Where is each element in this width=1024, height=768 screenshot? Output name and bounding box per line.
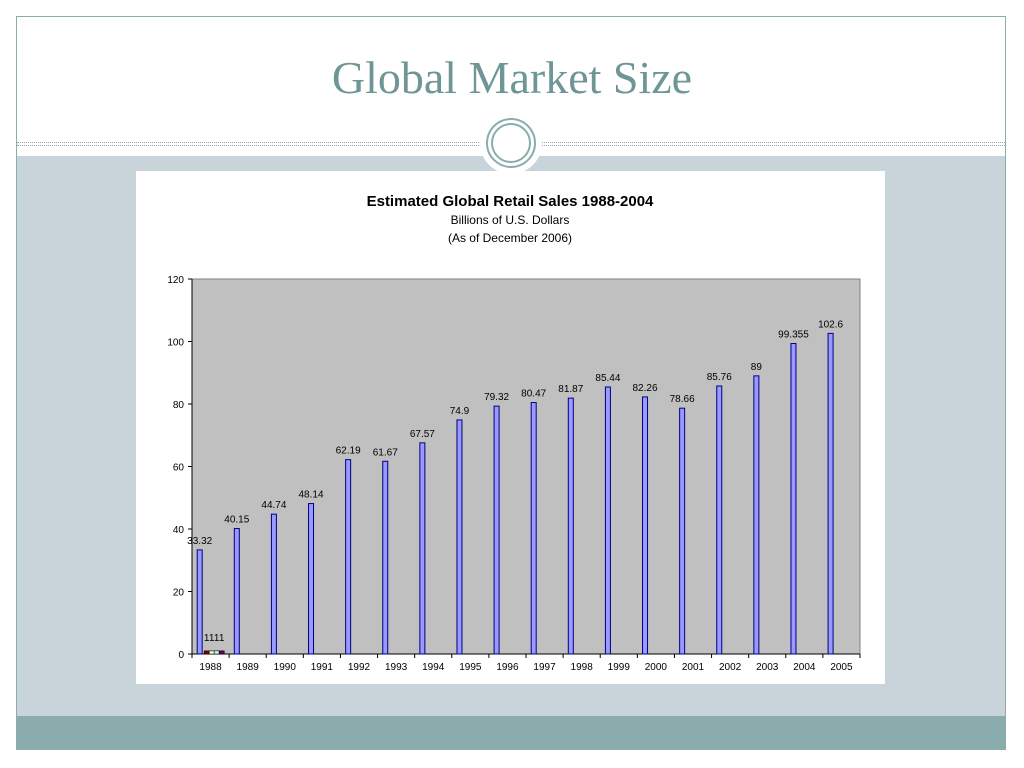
bar [567, 397, 574, 655]
bar [456, 419, 463, 655]
y-tick-label: 20 [173, 588, 185, 599]
bar [790, 343, 797, 655]
x-tick-label: 2000 [645, 662, 668, 673]
x-tick-label: 1991 [311, 662, 334, 673]
minor-data-label: 1 [204, 633, 210, 644]
data-label: 61.67 [373, 447, 398, 458]
y-tick-label: 0 [178, 650, 184, 661]
x-tick-label: 2001 [682, 662, 705, 673]
x-tick-label: 1994 [422, 662, 445, 673]
data-label: 44.74 [261, 500, 286, 511]
y-tick-label: 120 [167, 275, 184, 286]
plot-area [191, 278, 861, 655]
chart-subtitle-date: (As of December 2006) [448, 231, 572, 245]
y-tick-label: 100 [167, 338, 184, 349]
data-label: 78.66 [670, 394, 695, 405]
chart-card: Estimated Global Retail Sales 1988-2004 … [136, 171, 885, 684]
x-tick-label: 1990 [274, 662, 297, 673]
minor-data-label: 1 [214, 633, 220, 644]
x-tick-label: 1998 [571, 662, 594, 673]
data-label: 33.32 [187, 536, 212, 547]
x-tick-label: 1989 [237, 662, 260, 673]
data-label: 85.76 [707, 372, 732, 383]
footer-band [17, 716, 1005, 749]
x-tick-label: 2002 [719, 662, 742, 673]
minor-bar [203, 650, 210, 655]
data-label: 67.57 [410, 429, 435, 440]
chart-title: Estimated Global Retail Sales 1988-2004 [367, 193, 654, 210]
x-tick-label: 1995 [459, 662, 482, 673]
data-label: 85.44 [595, 373, 620, 384]
circle-ornament-icon [480, 112, 542, 174]
x-tick-label: 1999 [608, 662, 631, 673]
bar [642, 396, 649, 655]
x-tick-label: 1993 [385, 662, 408, 673]
bar [827, 332, 834, 655]
bar [530, 402, 537, 655]
bar [493, 405, 500, 655]
data-label: 82.26 [633, 383, 658, 394]
bar [308, 503, 315, 655]
retail-sales-chart: Estimated Global Retail Sales 1988-2004 … [167, 193, 861, 673]
data-label: 80.47 [521, 389, 546, 400]
x-tick-label: 2003 [756, 662, 779, 673]
y-tick-label: 80 [173, 400, 185, 411]
y-tick-label: 60 [173, 463, 185, 474]
data-label: 48.14 [299, 490, 324, 501]
data-label: 81.87 [558, 384, 583, 395]
bar [716, 385, 723, 655]
bar [270, 513, 277, 655]
data-label: 79.32 [484, 392, 509, 403]
bar [345, 459, 352, 655]
bar [679, 407, 686, 655]
bar [604, 386, 611, 655]
bar [753, 375, 760, 655]
x-tick-label: 2004 [793, 662, 816, 673]
x-tick-label: 1997 [533, 662, 556, 673]
bar [196, 549, 203, 655]
data-label: 89 [751, 362, 763, 373]
bar [382, 460, 389, 655]
minor-bar [218, 650, 225, 655]
y-tick-label: 40 [173, 525, 185, 536]
x-tick-label: 1996 [496, 662, 519, 673]
data-label: 102.6 [818, 319, 843, 330]
minor-bar [208, 650, 215, 655]
chart-subtitle: Billions of U.S. Dollars [451, 213, 570, 227]
minor-data-label: 1 [219, 633, 225, 644]
x-tick-label: 1992 [348, 662, 371, 673]
data-label: 74.9 [450, 406, 470, 417]
data-label: 62.19 [336, 446, 361, 457]
bar [233, 528, 240, 655]
x-tick-label: 1988 [199, 662, 222, 673]
x-tick-label: 2005 [830, 662, 853, 673]
minor-data-label: 1 [209, 633, 215, 644]
slide-title: Global Market Size [331, 52, 693, 103]
data-label: 99.355 [778, 330, 809, 341]
minor-bar [213, 650, 220, 655]
data-label: 40.15 [224, 515, 249, 526]
bar [419, 442, 426, 655]
